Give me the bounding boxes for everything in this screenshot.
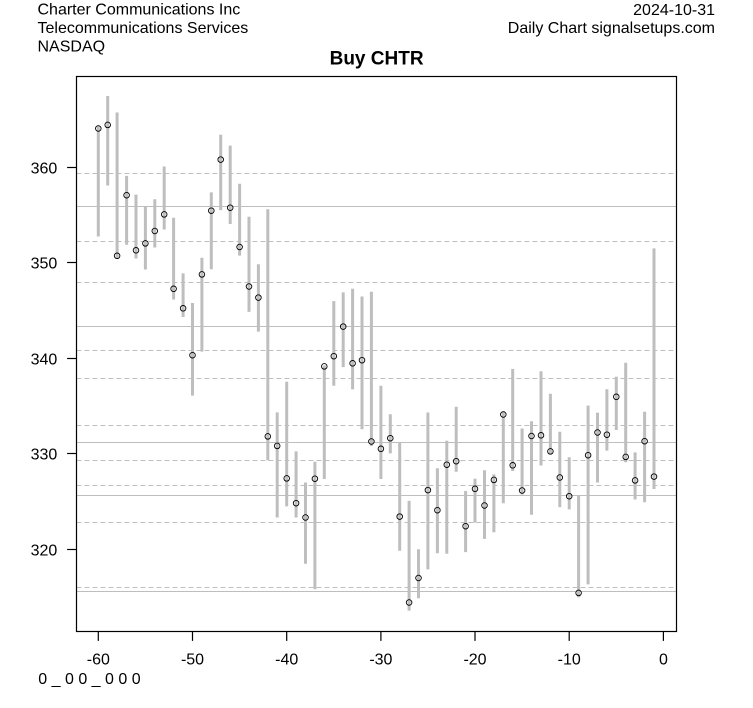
svg-text:360: 360 [31,161,58,178]
svg-text:-50: -50 [181,652,204,669]
svg-text:-60: -60 [87,652,110,669]
svg-text:Buy CHTR: Buy CHTR [330,48,424,69]
svg-text:320: 320 [31,543,58,560]
svg-text:0 _ 0 0 _ 0 0 0: 0 _ 0 0 _ 0 0 0 [38,671,140,688]
svg-text:-10: -10 [558,652,581,669]
svg-text:NASDAQ: NASDAQ [38,38,106,55]
svg-text:350: 350 [31,256,58,273]
svg-text:2024-10-31: 2024-10-31 [633,2,715,19]
svg-text:Telecommunications Services: Telecommunications Services [38,20,249,37]
svg-text:-40: -40 [275,652,298,669]
svg-text:-20: -20 [463,652,486,669]
svg-text:330: 330 [31,447,58,464]
svg-text:0: 0 [659,652,668,669]
svg-text:Daily Chart signalsetups.com: Daily Chart signalsetups.com [508,20,715,37]
svg-text:Charter Communications Inc: Charter Communications Inc [38,2,241,19]
svg-text:-30: -30 [369,652,392,669]
svg-text:340: 340 [31,352,58,369]
